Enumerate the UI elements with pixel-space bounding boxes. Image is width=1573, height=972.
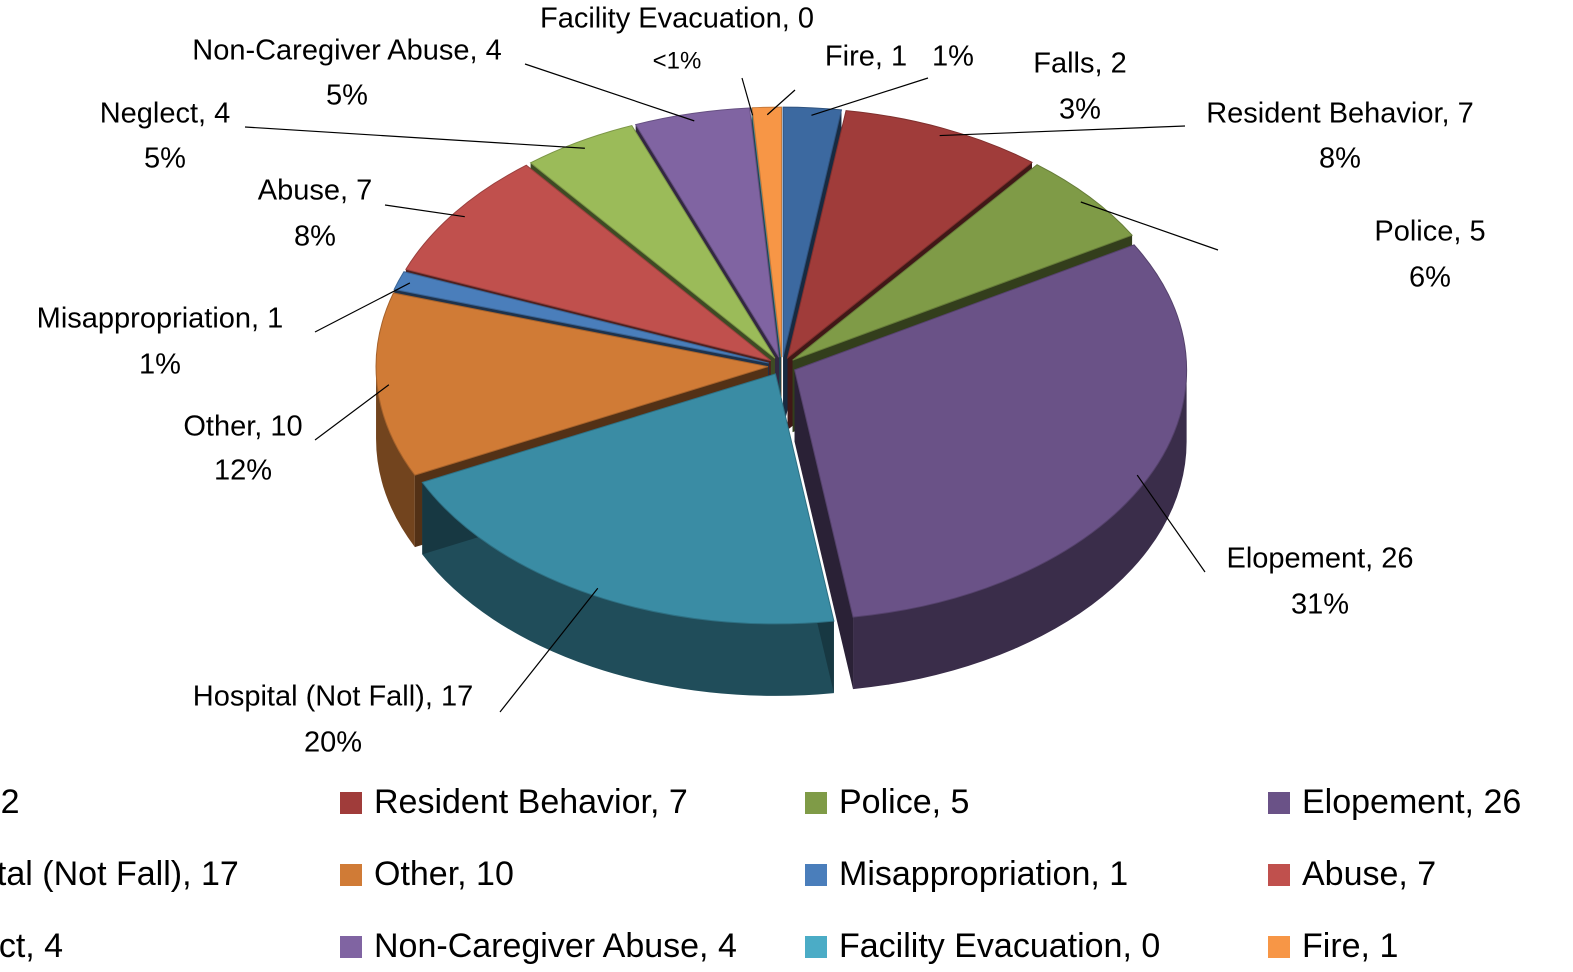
legend-swatch xyxy=(340,864,362,886)
legend-label: Other, 10 xyxy=(374,855,514,893)
slice xyxy=(794,244,1188,618)
data-label: Fire, 1 xyxy=(825,41,907,73)
pie-tops xyxy=(375,106,1188,625)
data-percent: 8% xyxy=(1319,143,1361,175)
legend-label: Non-Caregiver Abuse, 4 xyxy=(374,927,737,965)
data-label: Hospital (Not Fall), 17 xyxy=(193,681,473,713)
slice-cut xyxy=(794,369,854,690)
data-label: Facility Evacuation, 0 xyxy=(540,3,814,35)
legend-label: Facility Evacuation, 0 xyxy=(839,927,1160,965)
legend-swatch xyxy=(1268,864,1290,886)
leader-line xyxy=(314,282,411,333)
data-percent: 1% xyxy=(932,41,974,73)
data-label: Misappropriation, 1 xyxy=(37,303,284,335)
data-percent: 8% xyxy=(294,221,336,253)
slice-side xyxy=(376,366,415,548)
slice xyxy=(634,107,780,358)
leader-line xyxy=(1136,474,1206,573)
legend-swatch xyxy=(805,792,827,814)
data-percent: 1% xyxy=(139,349,181,381)
leader-line xyxy=(244,126,585,149)
data-percent: 3% xyxy=(1059,94,1101,126)
slice xyxy=(393,271,769,364)
legend-label: Hospital (Not Fall), 17 xyxy=(0,855,239,893)
data-percent: 31% xyxy=(1291,589,1349,621)
legend-swatch xyxy=(805,864,827,886)
legend-swatch xyxy=(1268,936,1290,958)
data-percent: <1% xyxy=(653,47,702,74)
data-label: Non-Caregiver Abuse, 4 xyxy=(192,35,502,67)
legend-label: Elopement, 26 xyxy=(1302,783,1521,821)
slice xyxy=(751,106,782,358)
leader-line xyxy=(524,63,695,122)
legend-label: Falls, 2 xyxy=(0,783,20,821)
data-label: Other, 10 xyxy=(183,411,302,443)
leader-line xyxy=(766,89,796,116)
slice xyxy=(529,124,776,359)
slice xyxy=(375,292,769,476)
data-percent: 6% xyxy=(1409,262,1451,294)
data-percent: 12% xyxy=(214,455,272,487)
data-percent: 5% xyxy=(144,143,186,175)
legend-label: Police, 5 xyxy=(839,783,969,821)
legend-label: Neglect, 4 xyxy=(0,927,63,965)
data-percent: 5% xyxy=(326,80,368,112)
leader-line xyxy=(939,125,1186,137)
data-label: Abuse, 7 xyxy=(258,175,372,207)
data-label: Neglect, 4 xyxy=(100,98,231,130)
leader-line xyxy=(384,204,465,218)
slice-side xyxy=(422,482,834,696)
legend-label: Fire, 1 xyxy=(1302,927,1398,965)
leader-line xyxy=(499,587,599,713)
slice xyxy=(405,164,772,362)
data-label: Elopement, 26 xyxy=(1226,543,1413,575)
slice xyxy=(782,106,843,358)
legend-label: Resident Behavior, 7 xyxy=(374,783,688,821)
leader-line xyxy=(811,77,929,116)
data-percent: 20% xyxy=(304,727,362,759)
legend-swatch xyxy=(340,936,362,958)
legend-label: Misappropriation, 1 xyxy=(839,855,1128,893)
legend-swatch xyxy=(805,936,827,958)
data-label: Falls, 2 xyxy=(1033,48,1126,80)
slice-side xyxy=(853,369,1187,690)
slice xyxy=(786,110,1033,360)
data-label: Police, 5 xyxy=(1374,216,1485,248)
data-label: Resident Behavior, 7 xyxy=(1206,98,1474,130)
leader-line xyxy=(1080,201,1219,251)
slice xyxy=(792,164,1133,361)
leader-line xyxy=(314,384,390,441)
leader-line xyxy=(741,77,754,116)
legend-swatch xyxy=(340,792,362,814)
legend-swatch xyxy=(1268,792,1290,814)
legend-label: Abuse, 7 xyxy=(1302,855,1436,893)
